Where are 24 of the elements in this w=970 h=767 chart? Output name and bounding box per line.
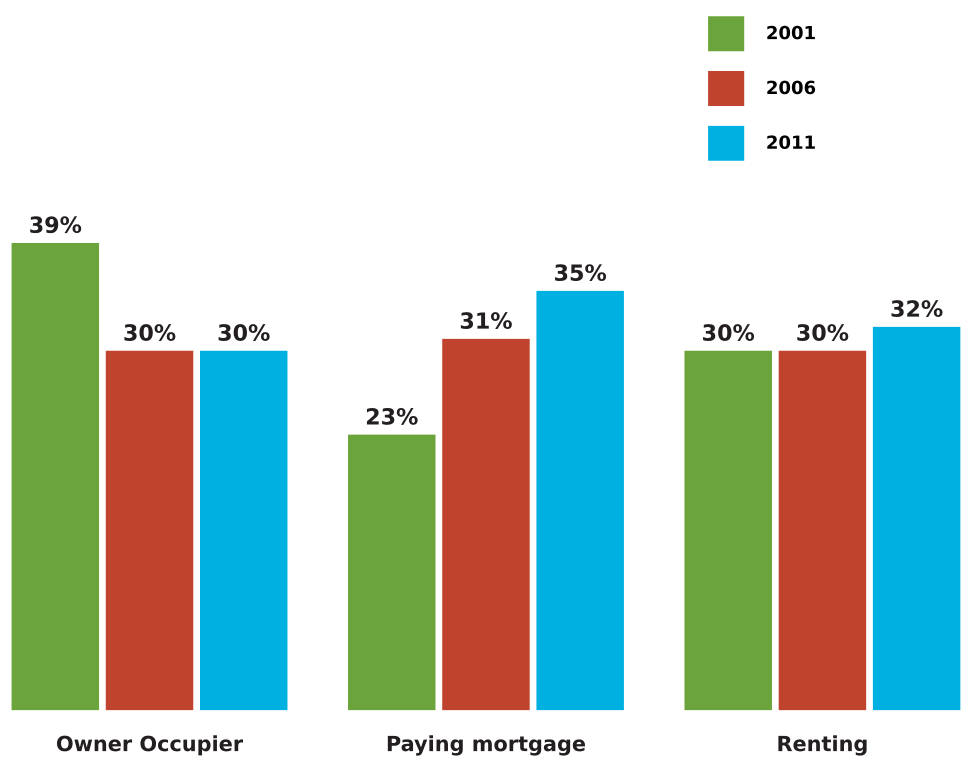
data-label: 35%: [555, 264, 606, 282]
data-label: 23%: [366, 408, 418, 425]
bar: [12, 242, 100, 710]
data-label: 30%: [703, 324, 754, 341]
data-label: 30%: [124, 324, 176, 341]
x-tick-label: Paying mortgage: [388, 735, 586, 756]
data-label: 32%: [892, 300, 943, 317]
bar: [684, 350, 772, 710]
legend-label: 2011: [767, 135, 815, 150]
x-tick-label: Owner Occupier: [56, 735, 244, 756]
bar: [778, 350, 866, 710]
x-tick-label: Renting: [778, 735, 867, 756]
bar: [872, 326, 960, 710]
data-label: 30%: [218, 324, 270, 341]
bar: [200, 350, 288, 710]
data-label: 39%: [30, 216, 82, 234]
data-label: 31%: [460, 312, 512, 329]
legend-label: 2006: [767, 80, 816, 94]
bar: [106, 350, 194, 710]
bar: [348, 434, 436, 710]
bar: [442, 338, 530, 710]
bar: [536, 290, 624, 710]
data-label: 30%: [797, 324, 848, 341]
legend-label: 2001: [767, 26, 815, 40]
